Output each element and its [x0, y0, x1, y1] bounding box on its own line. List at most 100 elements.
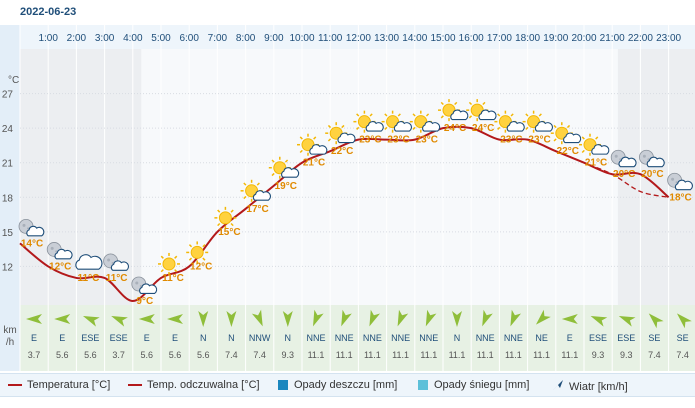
sun-partly-cloudy-icon	[466, 99, 497, 122]
sun-ray	[356, 113, 360, 117]
sun-ray	[327, 138, 332, 142]
wind-speed-label: 9.3	[282, 350, 295, 360]
day-shade	[141, 49, 618, 305]
temperature-labels: 14°C 12°C 11°C 11°C 9°C 11°C 12°C 15°C 17°C 19°C 2…	[21, 123, 692, 307]
sun-ray	[174, 269, 178, 273]
sun-ray	[271, 172, 275, 177]
sun-ray	[188, 257, 193, 261]
wind-arrow-shape	[535, 309, 551, 325]
hour-label: 14:00	[402, 33, 427, 44]
sun-disc	[218, 211, 232, 225]
feels-like-line-swatch	[128, 384, 142, 386]
night-partly-cloudy-icon	[610, 149, 637, 168]
moon-crater	[135, 281, 139, 285]
wind-speed-label: 5.6	[169, 350, 182, 360]
cloud-shape	[393, 121, 412, 132]
sun-ray	[160, 255, 164, 259]
legend-rain[interactable]: Opady deszczu [mm]	[278, 379, 397, 391]
wind-direction-label: SE	[677, 333, 689, 343]
temperature-label: 14°C	[21, 238, 43, 249]
sun-ray	[369, 113, 373, 117]
sun-icon	[158, 252, 180, 275]
cloud-shape	[674, 179, 693, 191]
cloud-shape	[252, 190, 271, 201]
temperature-label: 21°C	[585, 158, 607, 169]
wind-arrow-shape	[510, 309, 522, 327]
y-axis-strip	[0, 25, 20, 371]
sun-ray	[566, 124, 571, 129]
sun-partly-cloudy-icon	[325, 122, 356, 145]
sun-ray	[202, 257, 206, 261]
wind-speed-label: 11.1	[561, 350, 578, 360]
night-partly-cloudy-icon	[46, 242, 73, 260]
moon-crater	[642, 154, 646, 158]
moon-crater	[671, 177, 675, 181]
wind-direction-label: E	[567, 333, 573, 343]
wind-direction-arrow	[676, 313, 692, 329]
sun-ray	[384, 126, 388, 130]
wind-arrow-shape	[313, 309, 324, 327]
sun-partly-cloudy-icon	[550, 122, 582, 145]
sun-ray	[538, 113, 542, 117]
hour-label: 13:00	[374, 33, 399, 44]
sun-ray	[482, 101, 486, 106]
wind-speed-label: 11.1	[392, 350, 409, 360]
wind-direction-label: NNE	[419, 333, 438, 343]
sun-ray	[202, 244, 206, 248]
wind-direction-label: ESE	[81, 333, 99, 343]
temperature-label: 11°C	[78, 273, 100, 284]
wind-arrow-shape	[226, 311, 237, 327]
hour-label: 4:00	[123, 33, 143, 44]
legend-temperature[interactable]: Temperatura [°C]	[8, 379, 110, 391]
sun-ray	[243, 182, 247, 186]
moon-crater	[675, 181, 678, 184]
sun-ray	[243, 195, 247, 200]
sun-ray	[412, 113, 416, 117]
night-partly-cloudy-icon	[103, 253, 129, 271]
legend-snow[interactable]: Opady śniegu [mm]	[418, 379, 529, 391]
wind-speed-label: 5.6	[56, 350, 69, 360]
wind-direction-arrow	[313, 309, 324, 327]
rain-swatch	[278, 380, 288, 390]
hour-label: 20:00	[571, 33, 596, 44]
wind-direction-label: ESE	[589, 333, 607, 343]
cloud-shape	[281, 167, 300, 178]
sun-ray	[525, 113, 529, 117]
snow-swatch	[418, 380, 428, 390]
chart-lines	[19, 125, 670, 303]
hour-label: 12:00	[346, 33, 371, 44]
hour-label: 3:00	[95, 33, 115, 44]
hour-label: 1:00	[38, 33, 58, 44]
wind-speed-label: 3.7	[112, 350, 125, 360]
wind-speed-label: 11.1	[308, 350, 325, 360]
legend-feels-like[interactable]: Temp. odczuwalna [°C]	[128, 379, 260, 391]
wind-arrow-shape	[198, 311, 209, 327]
wind-direction-arrow	[452, 311, 462, 327]
wind-arrow-shape	[138, 314, 155, 324]
temperature-label: 21°C	[303, 158, 325, 169]
cloud-shape	[110, 260, 129, 271]
moon-crater	[107, 258, 111, 262]
hour-label: 5:00	[151, 33, 171, 44]
forecast-chart: 1:00 2:00 3:00 4:00 5:00 6:00 7:00 8:00 9:00 10:0…	[0, 25, 695, 371]
forecast-date: 2022-06-23	[20, 6, 77, 18]
sun-ray	[440, 115, 444, 119]
wind-arrow-shape	[676, 313, 692, 329]
wind-speed-label: 9.3	[620, 350, 633, 360]
hour-label: 8:00	[236, 33, 256, 44]
wind-direction-label: NNE	[335, 333, 354, 343]
legend-wind[interactable]: Wiatr [km/h]	[552, 379, 628, 394]
wind-direction-arrow	[510, 309, 522, 327]
wind-direction-label: NNW	[249, 333, 271, 343]
wind-arrow-shape	[82, 316, 100, 327]
sun-partly-cloudy-icon	[381, 110, 412, 133]
night-partly-cloudy-icon	[667, 172, 693, 191]
sun-icon	[214, 206, 237, 229]
wind-speed-label: 5.6	[84, 350, 97, 360]
chart-grid	[19, 25, 695, 371]
cloud-shape	[591, 144, 610, 155]
wind-speed-label: 7.4	[253, 350, 266, 360]
cloud-shape	[54, 248, 73, 260]
temperature-label: 23°C	[359, 135, 381, 146]
wind-direction-arrow	[198, 311, 209, 327]
